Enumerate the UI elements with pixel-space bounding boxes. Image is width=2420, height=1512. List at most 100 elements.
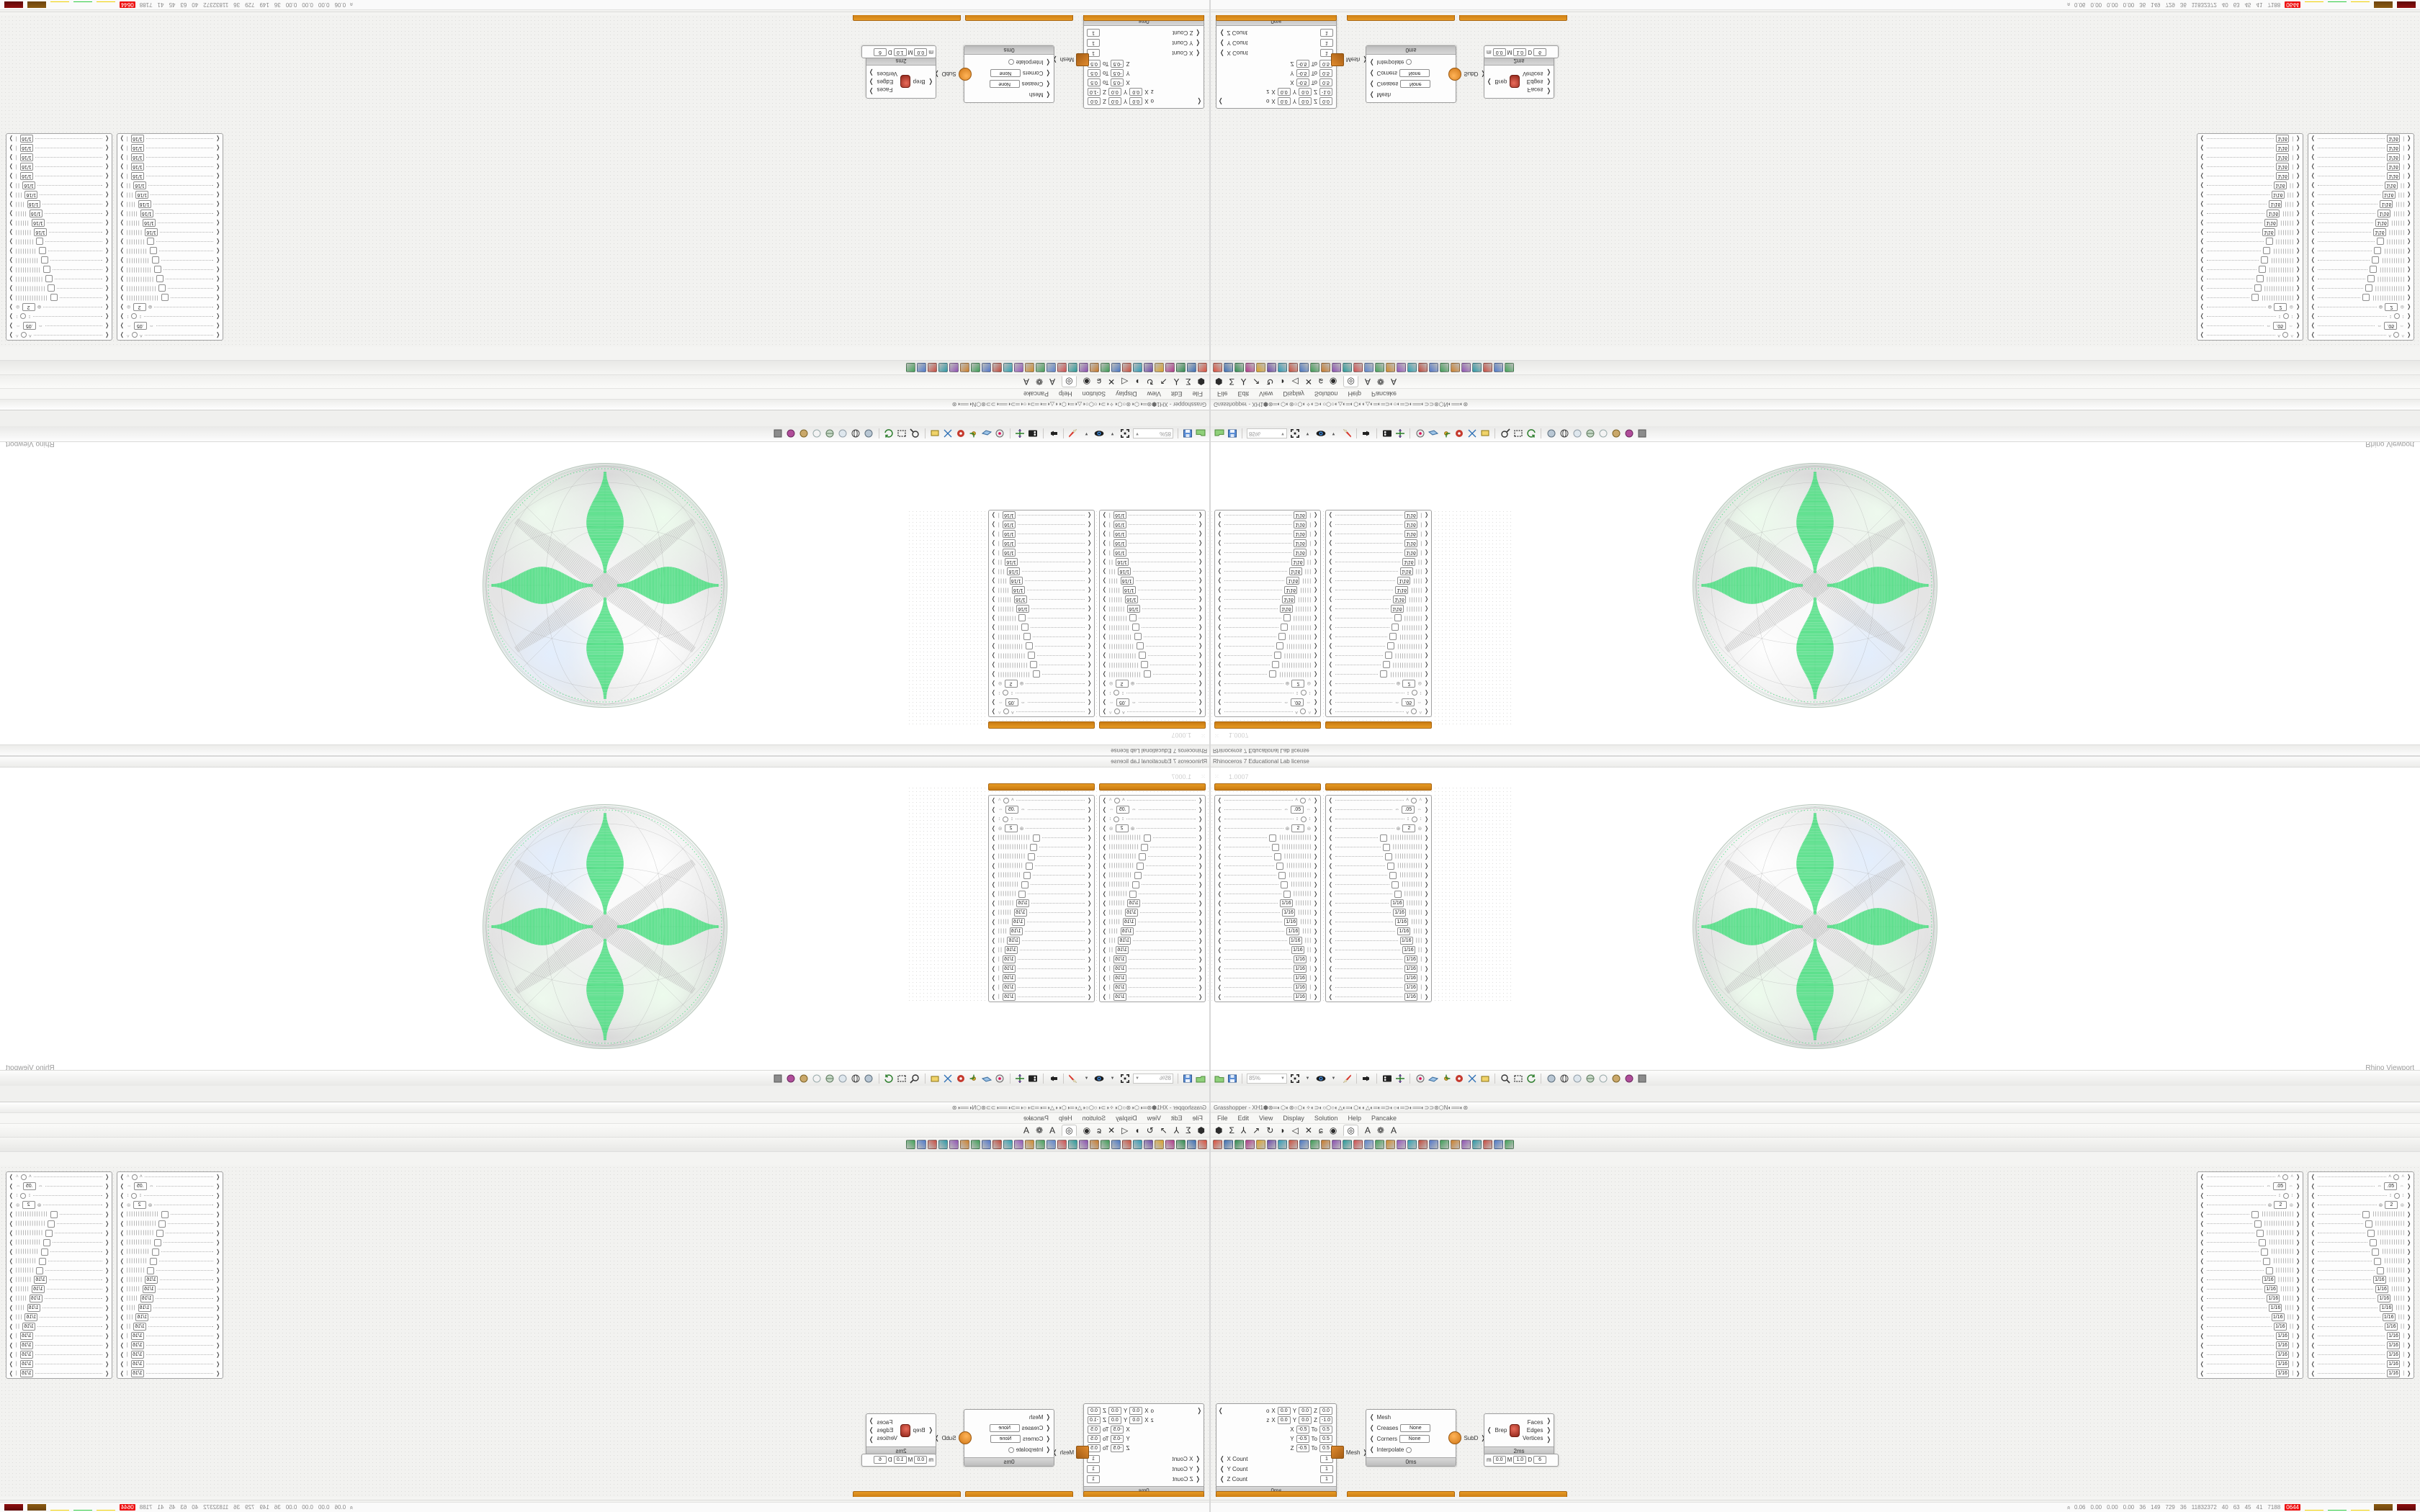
component-group-bar[interactable] (1325, 721, 1432, 729)
input-port[interactable]: ❬ (215, 304, 220, 310)
panel-row[interactable]: ❬ |||||||||| ❭ (2197, 256, 2303, 265)
wireframe-display-icon[interactable] (851, 1073, 861, 1084)
menu-pancake[interactable]: Pancake (1023, 390, 1049, 397)
remap-field[interactable]: 1.0 (893, 1456, 907, 1464)
input-port[interactable]: ❬ (2200, 313, 2205, 320)
fraction-field[interactable]: 1/16 (1124, 909, 1138, 917)
panel-checkbox[interactable] (1283, 890, 1291, 898)
input-port[interactable]: ❬ (104, 1305, 109, 1311)
input-port[interactable]: ❬ (104, 304, 109, 310)
input-port[interactable]: ❬ (1196, 1407, 1202, 1414)
fraction-field[interactable]: 1/16 (31, 1285, 45, 1293)
numeric-field[interactable]: -1.0 (1088, 1416, 1101, 1424)
fraction-field[interactable]: 1/16 (31, 219, 45, 227)
fraction-field[interactable]: 1/16 (1390, 605, 1404, 613)
kangaroo-icon[interactable]: ❁ (1376, 377, 1384, 387)
output-port[interactable]: ❭ (2295, 1220, 2300, 1227)
panel-row[interactable]: ❬ ||||||||||| ❭ (6, 265, 112, 274)
palette-component-icon[interactable] (1505, 363, 1514, 372)
remap-field[interactable]: 0.0 (914, 48, 928, 56)
input-port[interactable]: ❬ (2200, 1220, 2205, 1227)
record-history-icon[interactable] (1453, 1073, 1464, 1084)
panel-checkbox[interactable] (36, 1266, 44, 1274)
panel-row[interactable]: ❬ 1/16 | ❭ (1215, 520, 1320, 529)
panel-value-field[interactable]: 2 (1291, 680, 1305, 688)
fraction-field[interactable]: 1/16 (1294, 511, 1307, 519)
output-port[interactable]: ❭ (9, 201, 14, 207)
input-port[interactable]: ❬ (1328, 643, 1333, 649)
input-port[interactable]: ❬ (2311, 201, 2316, 207)
input-port[interactable]: ❬ (1217, 671, 1222, 678)
material-icon[interactable] (786, 1073, 797, 1084)
input-port[interactable]: ❬ (2200, 201, 2205, 207)
fraction-field[interactable]: 1/16 (1395, 586, 1409, 594)
input-port[interactable]: ❬ (104, 145, 109, 151)
fraction-field[interactable]: 1/16 (29, 210, 42, 217)
text-a-icon[interactable]: A (1049, 377, 1056, 387)
panel-checkbox[interactable] (1273, 852, 1281, 860)
input-port[interactable]: ❬ (1217, 559, 1222, 565)
input-port[interactable]: ❬ (1328, 512, 1333, 518)
panel-row[interactable]: ❬ |||||||| ❭ (1100, 613, 1205, 623)
panel-row[interactable]: ❬ ||||||||| ❭ (2308, 1256, 2414, 1266)
output-port[interactable]: ❭ (120, 257, 125, 264)
input-port[interactable]: ❬ (2311, 248, 2316, 254)
panel-row[interactable]: ❬ 1/16 | ❭ (2197, 134, 2303, 143)
panel-value-field[interactable]: .05 (1402, 698, 1415, 706)
output-port[interactable]: ❭ (2406, 1230, 2411, 1236)
output-port[interactable]: ❭ (2406, 332, 2411, 338)
fraction-field[interactable]: 1/16 (2276, 153, 2290, 161)
output-port[interactable]: ❭ (2406, 266, 2411, 273)
panel-row[interactable]: ❬ |||||||| ❭ (2308, 1266, 2414, 1275)
input-port[interactable]: ❬ (104, 1370, 109, 1377)
rhino-window[interactable]: Rhinoceros 7 Educational Lab license (0, 756, 1210, 1102)
output-port[interactable]: ❭ (1424, 540, 1429, 546)
input-port[interactable]: ❬ (215, 1183, 220, 1189)
output-port[interactable]: ❭ (120, 323, 125, 329)
fraction-field[interactable]: 1/16 (2387, 1332, 2401, 1340)
panel-toggle[interactable] (1003, 690, 1009, 696)
panel-row[interactable]: ❬ 1/16 | ❭ (1100, 964, 1205, 973)
maths-icon[interactable]: Σ (1186, 377, 1191, 387)
panel-value-field[interactable]: 2 (2274, 1201, 2287, 1209)
fraction-field[interactable]: 1/16 (2276, 1332, 2290, 1340)
panel-row[interactable]: ❬ ⊛ 2 ⊛ ❭ (1215, 824, 1320, 833)
input-port[interactable]: ❬ (1198, 512, 1203, 518)
input-port[interactable]: ❬ (2200, 145, 2205, 151)
input-port[interactable]: ❬ (1217, 834, 1222, 841)
input-port[interactable]: ❬ (104, 135, 109, 142)
parameter-slider-panel[interactable]: ❬ ˄ ˄ ❭ ❬ ⇔ .05 ⇔ ❭ ❬ ↕ ↕ ❭ ❬ ⊛ 2 ⊛ ❭ ❬ |||||||||||||| ❭ ❬ |||… (1099, 510, 1206, 717)
remap-field[interactable]: 0.0 (1492, 1456, 1506, 1464)
input-port[interactable]: ❬ (215, 313, 220, 320)
output-port[interactable]: ❭ (1102, 956, 1107, 963)
range-from-field[interactable]: -0.5 (1296, 69, 1309, 77)
panel-row[interactable]: ❬ 1/16 |||| ❭ (1100, 927, 1205, 936)
panel-row[interactable]: ❬ ||||||||| ❭ (989, 623, 1094, 632)
input-port[interactable]: ❬ (2311, 192, 2316, 198)
input-port[interactable]: ❬ (1198, 872, 1203, 878)
fraction-field[interactable]: 1/16 (1122, 586, 1136, 594)
panel-row[interactable]: ❬ 1/16 | ❭ (2197, 1350, 2303, 1359)
output-port[interactable]: ❭ (1102, 881, 1107, 888)
input-port[interactable]: ❬ (2311, 238, 2316, 245)
input-port[interactable]: ❬ (1328, 816, 1333, 822)
panel-row[interactable]: ❬ |||||||| ❭ (1215, 613, 1320, 623)
panel-value-field[interactable]: .05 (1291, 698, 1304, 706)
input-port[interactable]: ❬ (1198, 531, 1203, 537)
panel-row[interactable]: ❬ 1/16 ||||||| ❭ (1100, 899, 1205, 908)
output-port[interactable]: ❭ (2295, 1192, 2300, 1199)
select-all-icon[interactable] (1289, 1073, 1300, 1084)
fraction-field[interactable]: 1/16 (1002, 521, 1016, 528)
palette-component-icon[interactable] (1386, 1140, 1395, 1149)
panel-row[interactable]: ❬ ||||||||||| ❭ (1215, 861, 1320, 870)
panel-row[interactable]: ❬ 1/16 |||| ❭ (117, 199, 223, 209)
input-port[interactable]: ❬ (1195, 1455, 1201, 1462)
palette-component-icon[interactable] (1429, 1140, 1438, 1149)
input-port[interactable]: ❬ (1087, 587, 1092, 593)
output-port[interactable]: ❭ (991, 531, 996, 537)
panel-checkbox[interactable] (1271, 843, 1279, 851)
palette-component-icon[interactable] (928, 1140, 937, 1149)
input-port[interactable]: ❬ (2200, 276, 2205, 282)
panel-row[interactable]: ❬ ↕ ↕ ❭ (1215, 688, 1320, 698)
panel-row[interactable]: ❬ 1/16 | ❭ (2197, 143, 2303, 153)
